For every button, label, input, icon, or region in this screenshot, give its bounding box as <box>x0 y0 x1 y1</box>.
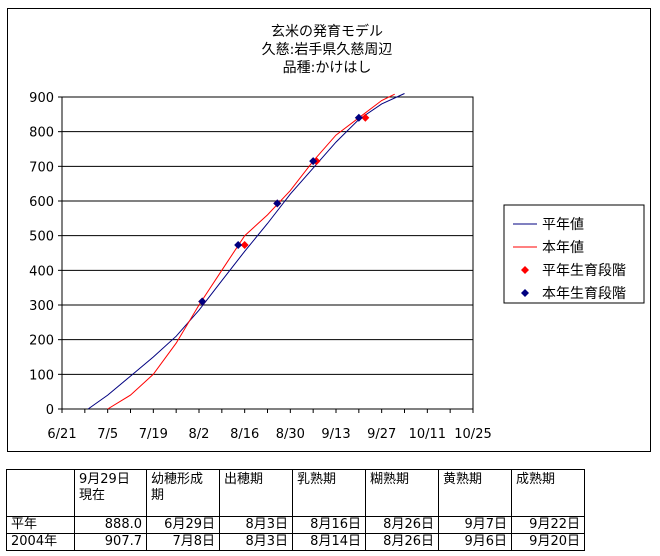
y-tick-label: 600 <box>29 195 54 210</box>
y-tick-label: 500 <box>29 230 54 245</box>
y-tick-label: 900 <box>29 91 54 106</box>
table-cell: 8月26日 <box>365 516 439 534</box>
table-cell: 888.0 <box>74 516 147 534</box>
legend-swatch <box>521 289 529 297</box>
series-marker <box>273 199 282 208</box>
table-cell: 2004年 <box>6 533 75 551</box>
y-tick-label: 700 <box>29 160 54 175</box>
y-axis: 0 100 200 300 400 500 600 700 800 900 <box>29 91 62 418</box>
series-marker <box>309 157 318 166</box>
table-cell: 乳熟期 <box>292 469 366 517</box>
x-tick-label: 10/25 <box>454 427 491 442</box>
legend-label: 平年値 <box>542 217 584 233</box>
x-tick-label: 10/11 <box>409 427 446 442</box>
table-cell: 糊熟期 <box>365 469 439 517</box>
chart-title-line: 品種:かけはし <box>283 60 372 76</box>
series-marker <box>361 113 370 122</box>
x-tick-label: 8/30 <box>276 427 305 442</box>
series-line <box>87 93 405 410</box>
x-tick-label: 8/16 <box>230 427 259 442</box>
x-axis: 6/21 7/5 7/19 8/2 8/16 8/30 9/13 9/27 10/11 10/25 <box>47 409 492 442</box>
series-group <box>87 93 405 410</box>
chart-title-line: 玄米の発育モデル <box>271 23 383 40</box>
table-cell <box>6 469 75 517</box>
series-marker <box>354 113 363 122</box>
gridlines <box>62 96 473 375</box>
y-tick-label: 800 <box>29 126 54 141</box>
x-tick-label: 6/21 <box>47 427 76 442</box>
table-cell: 9月22日 <box>511 516 585 534</box>
table-row: 平年 888.0 6月29日 8月3日 8月16日 8月26日 9月7日 9月22日 <box>6 516 585 534</box>
table-cell: 平年 <box>6 516 75 534</box>
legend-label: 平年生育段階 <box>542 263 626 279</box>
legend-label: 本年生育段階 <box>542 286 626 302</box>
series-marker <box>234 241 243 250</box>
y-tick-label: 200 <box>29 334 54 349</box>
chart-title-line: 久慈:岩手県久慈周辺 <box>262 42 393 58</box>
table-cell: 成熟期 <box>511 469 585 517</box>
table-row: 2004年 907.7 7月8日 8月3日 8月14日 8月26日 9月6日 9月20日 <box>6 533 585 551</box>
table-cell: 907.7 <box>74 533 147 551</box>
table-cell: 出穂期 <box>219 469 293 517</box>
table-cell: 8月14日 <box>292 533 366 551</box>
x-tick-label: 7/19 <box>139 427 168 442</box>
legend-swatch <box>521 266 529 274</box>
table-cell: 6月29日 <box>146 516 220 534</box>
table-cell: 9月20日 <box>511 533 585 551</box>
table-cell: 8月3日 <box>219 533 293 551</box>
table-cell: 9月6日 <box>438 533 512 551</box>
plot-area <box>61 96 474 410</box>
y-tick-label: 400 <box>29 264 54 279</box>
series-marker <box>198 297 207 306</box>
chart-frame: 玄米の発育モデル 久慈:岩手県久慈周辺 品種:かけはし 0 100 200 300 400 5… <box>7 8 651 452</box>
x-tick-label: 8/2 <box>189 427 210 442</box>
y-tick-label: 300 <box>29 299 54 314</box>
table-header-row: 9月29日 現在 幼穂形成期出穂期 乳熟期 糊熟期 黄熟期 成熟期 <box>6 469 585 517</box>
x-tick-label: 9/13 <box>321 427 350 442</box>
table-cell: 8月26日 <box>365 533 439 551</box>
table-cell: 9月7日 <box>438 516 512 534</box>
table-cell: 黄熟期 <box>438 469 512 517</box>
legend-box <box>503 204 645 304</box>
x-tick-label: 9/27 <box>367 427 396 442</box>
legend-label: 本年値 <box>542 240 584 256</box>
table-cell: 7月8日 <box>146 533 220 551</box>
y-tick-label: 0 <box>46 403 54 418</box>
series-marker <box>240 241 249 250</box>
x-tick-label: 7/5 <box>97 427 118 442</box>
y-tick-label: 100 <box>29 368 54 383</box>
table-cell: 8月3日 <box>219 516 293 534</box>
stage-table: 9月29日 現在 幼穂形成期出穂期 乳熟期 糊熟期 黄熟期 成熟期 平年 888.0 6月29日 8… <box>6 469 585 551</box>
table-cell: 8月16日 <box>292 516 366 534</box>
table-cell: 9月29日 現在 <box>74 469 147 517</box>
table-cell: 幼穂形成期 <box>146 469 220 517</box>
series-line <box>107 93 395 410</box>
